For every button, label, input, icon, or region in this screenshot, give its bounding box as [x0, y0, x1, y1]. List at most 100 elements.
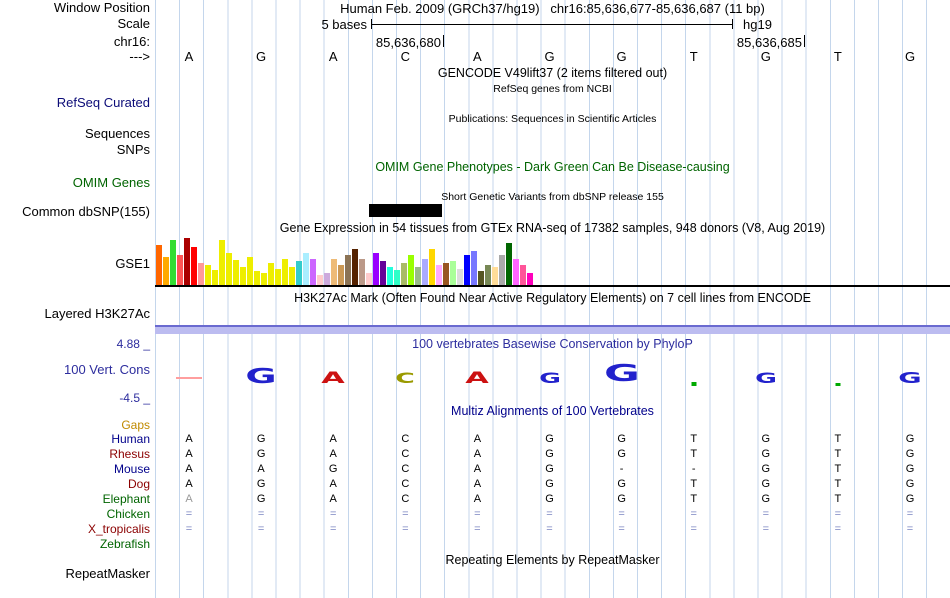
- gtex-tissue-bar: [415, 267, 421, 285]
- base-letter: G: [544, 49, 555, 64]
- sidebar-item-species-elephant[interactable]: Elephant: [102, 492, 150, 506]
- sidebar-item-common-dbsnp[interactable]: Common dbSNP(155): [22, 204, 150, 219]
- sidebar-item-species-rhesus[interactable]: Rhesus: [109, 447, 150, 461]
- track-title-gencode[interactable]: GENCODE V49lift37 (2 items filtered out): [437, 66, 668, 80]
- sidebar-item-species-x_tropicalis[interactable]: X_tropicalis: [87, 522, 150, 536]
- phylop-letter-G: G: [245, 364, 277, 388]
- phylop-letter-C: C: [395, 371, 416, 387]
- alignment-base: G: [545, 463, 554, 475]
- ruler-tick: [443, 35, 444, 47]
- alignment-base: G: [256, 493, 266, 505]
- gtex-tissue-bar: [338, 265, 344, 285]
- scale-bar: [371, 19, 733, 29]
- alignment-base: A: [473, 493, 482, 505]
- gtex-tissue-bar: [317, 275, 323, 285]
- phylop-letter-A: A: [465, 368, 490, 387]
- alignment-base: =: [618, 523, 625, 535]
- alignment-base: T: [834, 448, 842, 460]
- base-letter: G: [760, 49, 771, 64]
- gtex-tissue-bar: [296, 261, 302, 285]
- base-letter: T: [689, 49, 698, 64]
- sidebar-item-gaps[interactable]: Gaps: [121, 418, 150, 432]
- browser-canvas[interactable]: Human Feb. 2009 (GRCh37/hg19) chr16:85,6…: [155, 0, 950, 598]
- alignment-base: G: [905, 433, 915, 445]
- alignment-base: C: [401, 463, 410, 475]
- alignment-base: =: [474, 508, 481, 520]
- alignment-base: =: [906, 523, 914, 535]
- gtex-tissue-bar: [212, 270, 218, 285]
- gtex-tissue-bar: [359, 259, 365, 285]
- sidebar-item-species-dog[interactable]: Dog: [127, 477, 150, 491]
- alignment-base: =: [402, 523, 409, 535]
- strand-arrow-label: --->: [129, 49, 150, 64]
- gtex-tissue-bar: [261, 273, 267, 285]
- sidebar-item-species-human[interactable]: Human: [111, 432, 150, 446]
- alignment-base: A: [185, 478, 193, 490]
- gtex-tissue-bar: [366, 273, 372, 285]
- alignment-base: A: [473, 463, 482, 475]
- gtex-tissue-bar: [226, 253, 232, 285]
- gtex-tissue-bar: [268, 263, 274, 285]
- alignment-base: =: [257, 523, 265, 535]
- track-title-publications[interactable]: Publications: Sequences in Scientific Ar…: [448, 113, 657, 125]
- alignment-base: A: [473, 448, 482, 460]
- alignment-base: A: [185, 448, 193, 460]
- sidebar-item-repeatmasker[interactable]: RepeatMasker: [65, 566, 150, 581]
- alignment-base: =: [185, 508, 193, 520]
- alignment-base: =: [546, 523, 553, 535]
- gtex-tissue-bar: [233, 260, 239, 285]
- gtex-tissue-bar: [408, 255, 414, 285]
- gtex-tissue-bar: [240, 267, 246, 285]
- track-title-dbsnp[interactable]: Short Genetic Variants from dbSNP releas…: [441, 191, 664, 203]
- gtex-bar-chart: [156, 238, 536, 285]
- track-title-conservation[interactable]: 100 vertebrates Basewise Conservation by…: [412, 337, 693, 351]
- gtex-tissue-bar: [506, 243, 512, 285]
- gtex-tissue-bar: [394, 270, 400, 285]
- alignment-base: =: [402, 508, 409, 520]
- gtex-tissue-bar: [170, 240, 176, 285]
- alignment-base: =: [762, 508, 770, 520]
- gtex-tissue-bar: [471, 251, 477, 285]
- sidebar-item-species-mouse[interactable]: Mouse: [113, 462, 150, 476]
- gtex-tissue-bar: [345, 255, 351, 285]
- alignment-base: A: [185, 433, 193, 445]
- gtex-tissue-bar: [464, 255, 470, 285]
- gtex-tissue-bar: [429, 249, 435, 285]
- sidebar-item-snps[interactable]: SNPs: [116, 142, 150, 157]
- gtex-tissue-bar: [289, 267, 295, 285]
- alignment-base: G: [256, 448, 266, 460]
- track-title-gtex[interactable]: Gene Expression in 54 tissues from GTEx …: [279, 221, 826, 235]
- sidebar-item-omim-genes[interactable]: OMIM Genes: [72, 175, 150, 190]
- gtex-tissue-bar: [247, 257, 253, 285]
- sidebar-item-species-chicken[interactable]: Chicken: [106, 507, 150, 521]
- gtex-tissue-bar: [254, 271, 260, 285]
- alignment-base: G: [617, 433, 626, 445]
- sidebar-item-refseq-curated[interactable]: RefSeq Curated: [56, 95, 150, 110]
- gtex-tissue-bar: [373, 253, 379, 285]
- alignment-base: G: [761, 493, 771, 505]
- track-title-refseq[interactable]: RefSeq genes from NCBI: [493, 83, 612, 95]
- sidebar-item-species-zebrafish[interactable]: Zebrafish: [99, 537, 150, 551]
- track-title-multiz[interactable]: Multiz Alignments of 100 Vertebrates: [451, 404, 654, 418]
- track-title-h3k27ac[interactable]: H3K27Ac Mark (Often Found Near Active Re…: [294, 291, 811, 305]
- alignment-base: C: [401, 433, 410, 445]
- dbsnp-variant-item[interactable]: [369, 204, 442, 217]
- alignment-base: G: [905, 448, 915, 460]
- alignment-base: G: [761, 463, 771, 475]
- alignment-base: A: [473, 433, 482, 445]
- alignment-base: A: [257, 463, 265, 475]
- sidebar-item-sequences[interactable]: Sequences: [84, 126, 150, 141]
- sidebar-item-layered-h3k27ac[interactable]: Layered H3K27Ac: [44, 306, 150, 321]
- alignment-base: C: [401, 448, 410, 460]
- sidebar-item-gse1[interactable]: GSE1: [115, 256, 150, 271]
- alignment-base: G: [256, 433, 266, 445]
- track-title-repeatmasker[interactable]: Repeating Elements by RepeatMasker: [445, 553, 660, 567]
- gtex-tissue-bar: [303, 253, 309, 285]
- sidebar-item-100-vert-cons[interactable]: 100 Vert. Cons: [64, 362, 150, 377]
- gtex-tissue-bar: [485, 265, 491, 285]
- track-title-omim[interactable]: OMIM Gene Phenotypes - Dark Green Can Be…: [375, 160, 730, 174]
- alignment-base: T: [690, 493, 698, 505]
- alignment-base: G: [617, 493, 626, 505]
- gtex-tissue-bar: [520, 265, 526, 285]
